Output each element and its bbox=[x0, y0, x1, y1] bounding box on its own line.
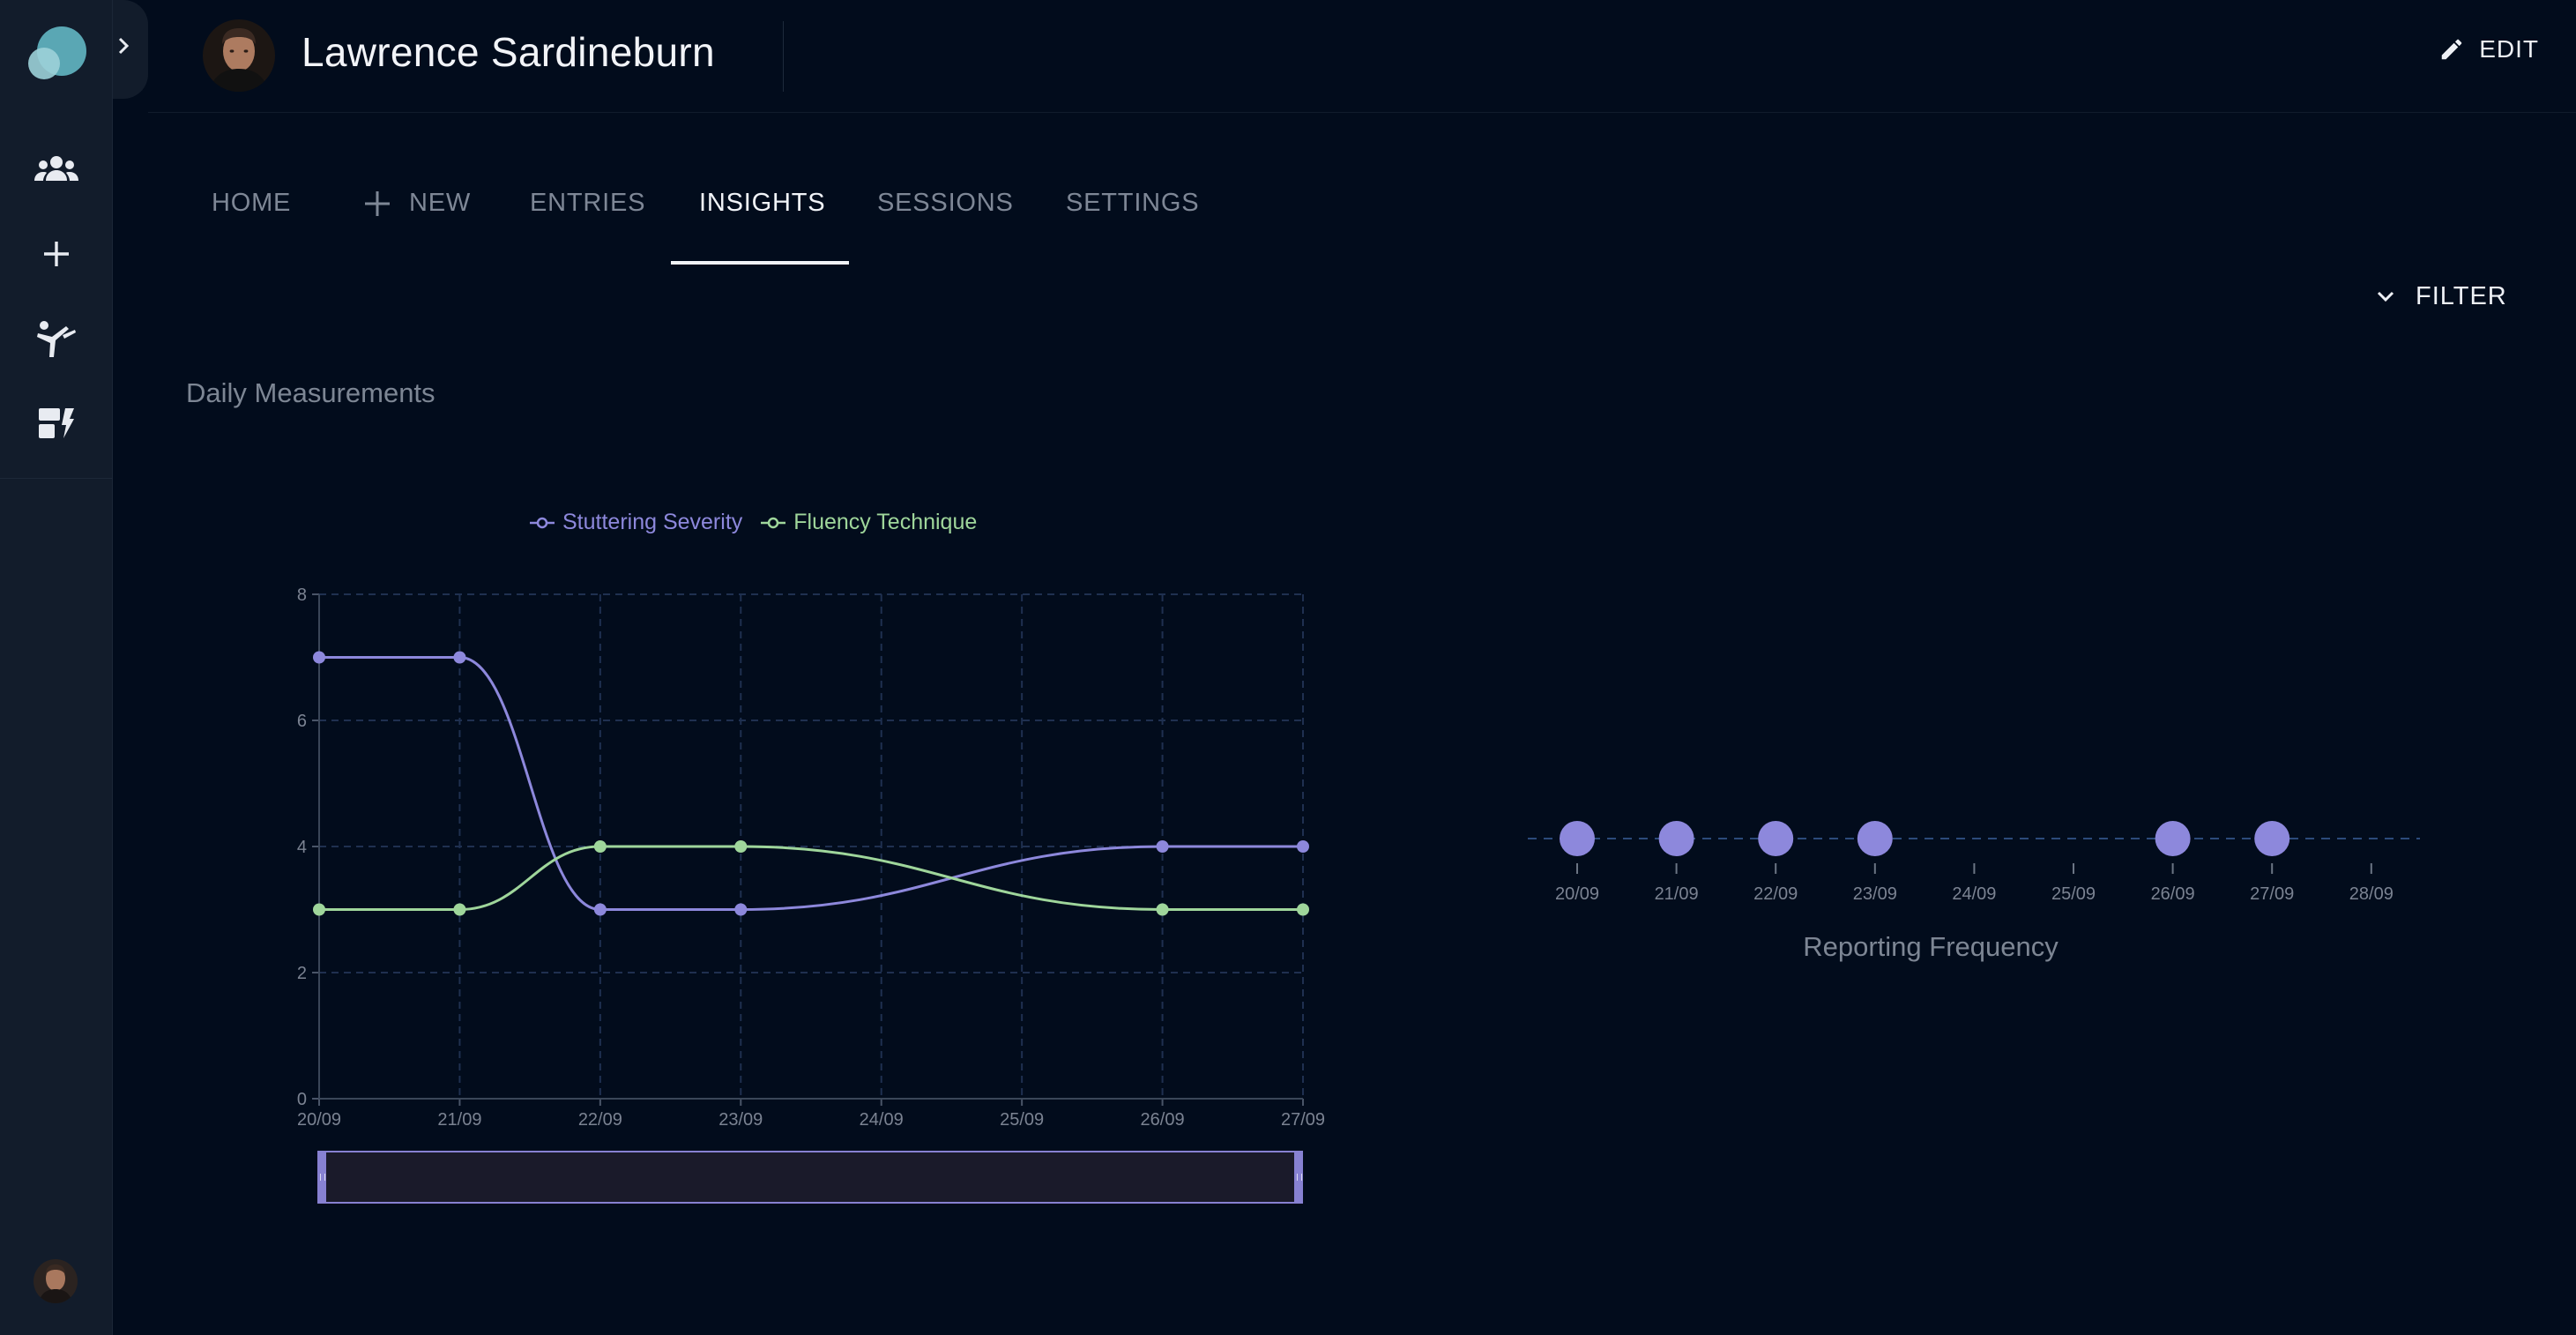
plus-icon[interactable] bbox=[26, 229, 86, 279]
frequency-tick-label: 26/09 bbox=[2151, 884, 2195, 904]
data-point bbox=[453, 651, 466, 664]
tab-insights[interactable]: INSIGHTS bbox=[699, 189, 825, 218]
tab-entries[interactable]: ENTRIES bbox=[530, 189, 645, 218]
frequency-tick-label: 24/09 bbox=[1952, 884, 1996, 904]
people-icon[interactable] bbox=[26, 145, 86, 194]
y-tick-label: 4 bbox=[297, 838, 307, 857]
x-tick-label: 26/09 bbox=[1141, 1110, 1185, 1130]
frequency-tick-label: 25/09 bbox=[2051, 884, 2096, 904]
section-title: Daily Measurements bbox=[186, 377, 436, 408]
frequency-tick-label: 22/09 bbox=[1753, 884, 1798, 904]
app-logo[interactable] bbox=[25, 25, 88, 81]
edit-button[interactable]: EDIT bbox=[2438, 35, 2539, 63]
tab-label: HOME bbox=[212, 189, 292, 217]
zoom-handle-end[interactable] bbox=[1294, 1151, 1303, 1204]
x-tick-label: 21/09 bbox=[437, 1110, 481, 1130]
tab-settings[interactable]: SETTINGS bbox=[1066, 189, 1199, 218]
y-tick-label: 2 bbox=[297, 964, 307, 983]
chevron-down-icon bbox=[2377, 291, 2394, 302]
rail-divider bbox=[0, 478, 113, 479]
tab-label: ENTRIES bbox=[530, 189, 646, 217]
profile-name: Lawrence Sardineburn bbox=[302, 29, 715, 75]
filter-label: FILTER bbox=[2416, 282, 2507, 310]
frequency-tick-label: 28/09 bbox=[2349, 884, 2394, 904]
edit-label: EDIT bbox=[2479, 35, 2539, 63]
legend-line-marker-icon bbox=[761, 517, 786, 528]
report-dot bbox=[2155, 821, 2191, 856]
user-avatar[interactable] bbox=[34, 1259, 78, 1303]
data-point bbox=[453, 903, 466, 916]
legend-label: Fluency Technique bbox=[793, 510, 978, 534]
legend-label: Stuttering Severity bbox=[562, 510, 743, 534]
series-line bbox=[319, 845, 1303, 912]
report-dot bbox=[1560, 821, 1595, 856]
frequency-tick-label: 23/09 bbox=[1853, 884, 1897, 904]
legend-line-marker-icon bbox=[530, 517, 555, 528]
x-tick-label: 22/09 bbox=[578, 1110, 622, 1130]
data-point bbox=[734, 903, 748, 916]
plus-icon bbox=[365, 190, 390, 216]
y-tick-label: 6 bbox=[297, 712, 307, 731]
data-point bbox=[1297, 903, 1309, 916]
exercise-icon[interactable] bbox=[26, 314, 86, 363]
x-tick-label: 20/09 bbox=[297, 1110, 341, 1130]
series-line bbox=[319, 655, 1303, 912]
tab-new[interactable]: NEW bbox=[363, 189, 471, 218]
report-dot bbox=[1758, 821, 1794, 856]
y-tick-label: 8 bbox=[297, 585, 307, 605]
frequency-tick-label: 20/09 bbox=[1555, 884, 1599, 904]
filter-button[interactable]: FILTER bbox=[2375, 282, 2507, 311]
rail-expand-button[interactable] bbox=[113, 0, 148, 99]
report-dot bbox=[1658, 821, 1694, 856]
frequency-tick-label: 27/09 bbox=[2250, 884, 2294, 904]
tab-home[interactable]: HOME bbox=[212, 189, 291, 218]
page-header: Lawrence Sardineburn EDIT bbox=[148, 0, 2576, 113]
data-point bbox=[593, 903, 607, 916]
profile-avatar bbox=[203, 19, 275, 92]
data-point bbox=[313, 651, 325, 664]
data-point bbox=[1297, 840, 1309, 853]
y-tick-label: 0 bbox=[297, 1090, 307, 1109]
tab-label: NEW bbox=[409, 189, 472, 217]
zoom-handle-start[interactable] bbox=[317, 1151, 326, 1204]
tab-sessions[interactable]: SESSIONS bbox=[877, 189, 1014, 218]
legend-item-stuttering-severity[interactable]: Stuttering Severity bbox=[529, 510, 742, 535]
data-point bbox=[593, 840, 607, 853]
pencil-icon bbox=[2441, 39, 2462, 60]
active-tab-indicator bbox=[671, 261, 849, 265]
data-point bbox=[734, 840, 748, 853]
data-point bbox=[313, 903, 325, 916]
header-divider bbox=[783, 21, 784, 92]
tab-label: SETTINGS bbox=[1066, 189, 1200, 217]
data-point bbox=[1156, 840, 1169, 853]
x-tick-label: 25/09 bbox=[1000, 1110, 1044, 1130]
x-tick-label: 24/09 bbox=[860, 1110, 904, 1130]
chevron-right-icon bbox=[118, 37, 130, 55]
dashboard-icon[interactable] bbox=[26, 399, 86, 448]
legend-item-fluency-technique[interactable]: Fluency Technique bbox=[760, 510, 977, 535]
frequency-tick-label: 21/09 bbox=[1655, 884, 1699, 904]
report-dot bbox=[1857, 821, 1893, 856]
x-tick-label: 27/09 bbox=[1281, 1110, 1325, 1130]
chart-legend: Stuttering Severity Fluency Technique bbox=[529, 510, 977, 535]
tab-label: INSIGHTS bbox=[699, 189, 826, 217]
reporting-frequency-title: Reporting Frequency bbox=[1803, 931, 2059, 962]
chart-zoom-slider[interactable] bbox=[317, 1151, 1303, 1204]
data-point bbox=[1156, 903, 1169, 916]
report-dot bbox=[2254, 821, 2290, 856]
side-rail bbox=[0, 0, 113, 1335]
x-tick-label: 23/09 bbox=[718, 1110, 763, 1130]
tab-label: SESSIONS bbox=[877, 189, 1014, 217]
